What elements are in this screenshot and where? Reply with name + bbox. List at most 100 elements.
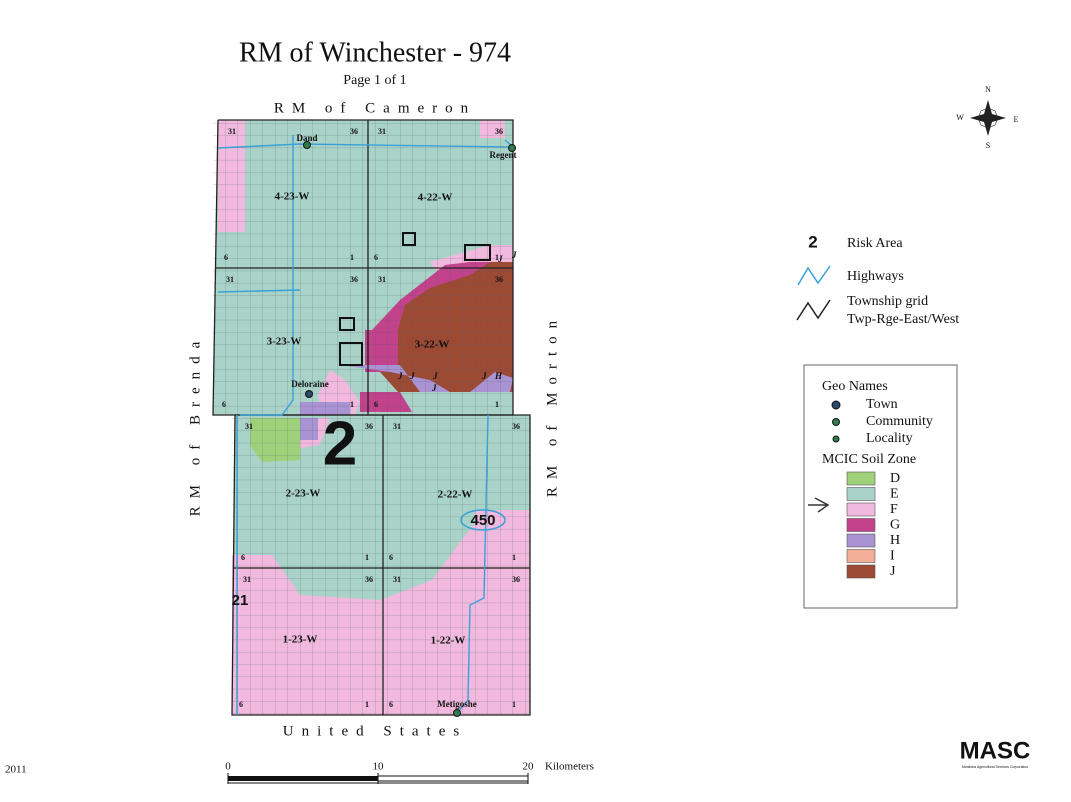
legend-swatch [846,518,876,532]
border-label: United States [283,723,467,739]
legend-highway-icon [797,265,831,286]
soil-zone-layer [213,120,530,715]
section-number: 6 [224,253,228,262]
place-name: Regent [490,150,517,160]
map-title: RM of Winchester - 974 [239,37,511,68]
hand-drawn-arrow [808,497,830,513]
scale-unit: Kilometers [545,761,594,773]
legend-label: Township grid [847,294,928,309]
legend-box [803,364,958,609]
legend-label: Highways [847,269,904,284]
parcel-outline [339,342,363,366]
legend-swatch [846,487,876,501]
section-number: 31 [228,127,236,136]
place-name: Dand [296,133,317,143]
soil-zone-mark: J [511,250,517,260]
section-number: 6 [374,253,378,262]
soil-zone-mark: J [497,254,503,264]
parcel-outline [464,244,491,261]
place-marker [305,390,313,398]
legend-label: J [890,564,896,579]
section-number: 1 [495,400,499,409]
highway-number: 450 [470,512,495,529]
section-number: 6 [239,700,243,709]
section-number: 36 [495,275,503,284]
compass-rose [977,107,999,129]
compass-letter: N [985,85,991,94]
soil-zone-mark: H [494,371,503,381]
legend-marker [831,400,841,410]
legend-grid-icon [796,299,831,321]
township-label: 1-22-W [431,635,466,647]
map-subtitle: Page 1 of 1 [343,73,406,88]
legend-label: D [890,471,900,486]
section-number: 31 [245,422,253,431]
legend-heading: MCIC Soil Zone [822,452,916,467]
section-number: 1 [495,253,499,262]
township-label: 3-22-W [415,339,450,351]
section-number: 31 [243,575,251,584]
section-number: 36 [512,422,520,431]
section-number: 36 [512,575,520,584]
section-number: 6 [241,553,245,562]
place-marker [303,141,311,149]
legend-swatch [846,533,876,548]
highway [217,289,301,293]
compass-rose [970,100,1006,136]
soil-zone-mark: J [397,371,403,381]
township-label: 4-22-W [418,192,453,204]
compass-letter: E [1014,115,1019,124]
legend-label: Twp-Rge-East/West [847,312,959,327]
soil-zone-mark: J [432,371,438,381]
place-name: Deloraine [291,379,329,389]
legend-heading: Geo Names [822,379,888,394]
highway [240,135,294,416]
section-number: 36 [350,127,358,136]
section-number: 36 [495,127,503,136]
township-label: 4-23-W [275,191,310,203]
legend-marker [832,435,840,443]
highway [217,143,514,149]
scale-tick-label: 20 [523,761,535,773]
parcel-outline [402,232,416,246]
legend-label: E [890,487,899,502]
highway [456,414,489,714]
township-label: 2-22-W [438,489,473,501]
section-grid [232,415,530,715]
legend-swatch [846,564,876,579]
legend-label: Community [866,414,933,429]
section-number: 6 [222,400,226,409]
logo-tagline: Manitoba Agricultural Services Corporati… [962,765,1028,769]
section-number: 6 [389,553,393,562]
compass-letter: W [956,113,964,122]
township-label: 1-23-W [283,634,318,646]
section-number: 6 [374,400,378,409]
scale-tick-label: 10 [373,761,385,773]
place-marker [453,709,461,717]
township-grid-line [231,414,531,716]
border-label: RM of Cameron [274,100,476,116]
legend-swatch [846,471,876,486]
legend-label: Risk Area [847,236,903,251]
section-number: 1 [350,253,354,262]
soil-zone-mark: J [409,371,415,381]
year: 2011 [5,764,27,776]
section-number: 31 [378,275,386,284]
logo: MASC [960,737,1031,764]
highway-number: 21 [232,592,249,609]
section-number: 36 [365,575,373,584]
highway-shield [460,509,506,531]
legend-label: F [890,502,898,517]
legend-label: I [890,549,895,564]
section-number: 36 [350,275,358,284]
township-label: 2-23-W [286,488,321,500]
section-number: 31 [378,127,386,136]
place-name: Metigoshe [437,699,477,709]
risk-area-number: 2 [323,409,357,478]
section-number: 36 [365,422,373,431]
section-number: 6 [389,700,393,709]
legend-label: Town [866,397,898,412]
